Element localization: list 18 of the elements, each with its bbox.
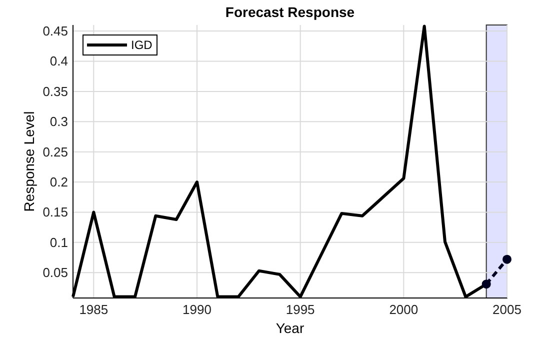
y-tick-label: 0.1 [50,234,68,250]
y-tick-label: 0.15 [42,204,68,220]
y-tick-label: 0.4 [50,54,68,69]
x-tick-label: 1990 [182,302,212,317]
y-tick-label: 0.25 [42,144,68,160]
y-tick-label: 0.3 [50,114,68,130]
legend-label: IGD [131,38,153,52]
y-tick-label: 0.45 [42,24,68,39]
x-axis-title: Year [276,320,304,336]
x-tick-label: 1985 [79,302,108,317]
y-tick-label: 0.05 [42,265,68,280]
x-tick-label: 2005 [492,302,522,317]
y-tick-label: 0.2 [50,174,68,190]
chart-title: Forecast Response [225,4,355,20]
x-tick-label: 1995 [286,302,315,317]
y-axis-title: Response Level [21,111,37,212]
y-tick-label: 0.35 [42,84,68,99]
x-tick-label: 2000 [389,302,418,317]
